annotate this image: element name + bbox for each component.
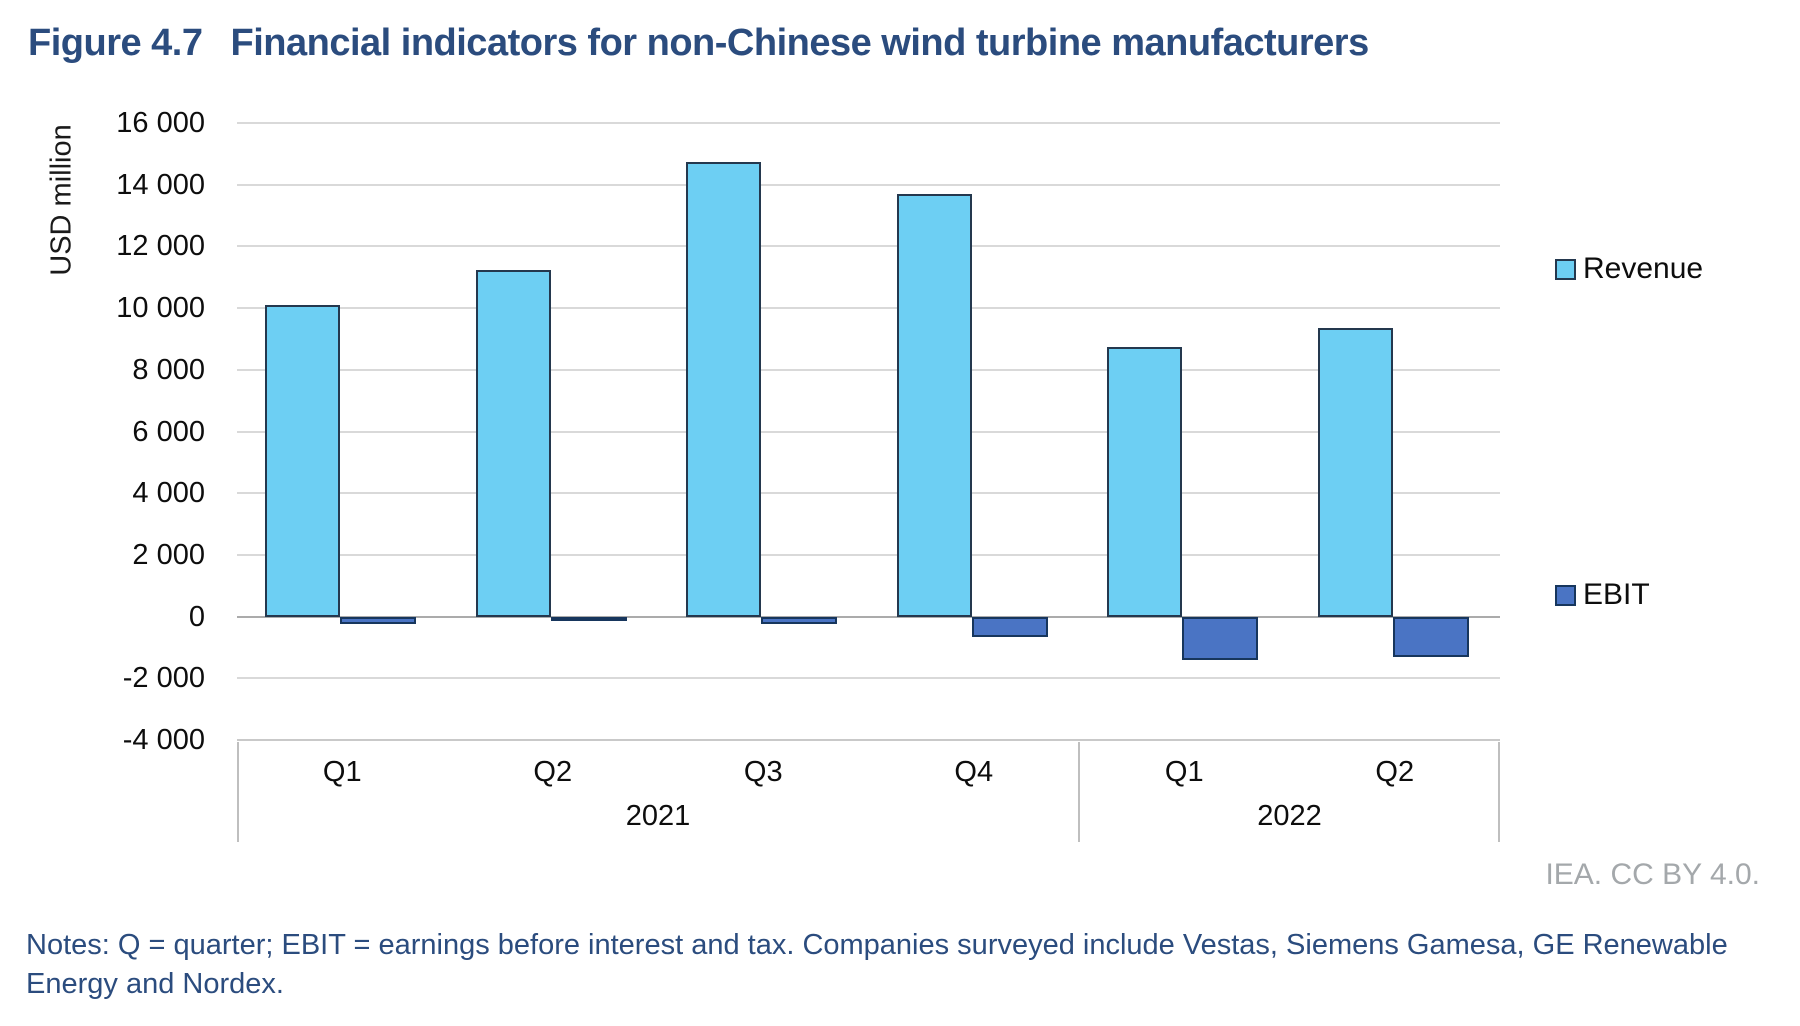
- y-tick-label: 10 000: [116, 292, 205, 325]
- ebit-swatch-icon: [1555, 584, 1576, 606]
- ebit-bar-Q1-0: [340, 616, 416, 625]
- ebit-bar-Q4-3: [971, 616, 1048, 637]
- figure-title: Figure 4.7 Financial indicators for non-C…: [28, 22, 1369, 65]
- revenue-bar-Q2-1: [475, 269, 551, 617]
- x-tick-label: Q2: [1375, 756, 1415, 788]
- legend-item-revenue: Revenue: [1555, 252, 1703, 286]
- zero-gridline: [237, 615, 1500, 618]
- bar-chart: USD million Q1 Q2 Q3 Q4 Q1 Q2 2021 2022 Revenue…: [46, 107, 1703, 844]
- gridline: [237, 430, 1500, 433]
- y-tick-label: 6 000: [132, 415, 205, 448]
- gridline: [237, 183, 1500, 186]
- year-group-label: 2022: [1257, 800, 1322, 832]
- revenue-bar-Q1-0: [265, 305, 340, 617]
- y-tick-label: 14 000: [116, 168, 205, 201]
- gridline: [237, 368, 1500, 371]
- x-axis: Q1 Q2 Q3 Q4 Q1 Q2 2021 2022: [237, 740, 1500, 844]
- ebit-bar-Q1-4: [1182, 616, 1258, 660]
- y-tick-label: 0: [188, 600, 205, 633]
- year-group-label: 2021: [625, 800, 691, 832]
- legend-label-ebit: EBIT: [1583, 578, 1650, 611]
- y-tick-label: 8 000: [132, 353, 205, 386]
- x-tick-label: Q3: [743, 756, 783, 788]
- revenue-bar-Q2-5: [1317, 328, 1393, 617]
- figure-number: Figure 4.7: [28, 22, 203, 64]
- y-tick-label: 12 000: [116, 230, 205, 263]
- y-tick-label: 16 000: [116, 107, 205, 139]
- revenue-bar-Q1-4: [1107, 346, 1182, 617]
- axis-separator: [1078, 742, 1080, 842]
- notes-text: Notes: Q = quarter; EBIT = earnings befo…: [26, 929, 1728, 1001]
- x-tick-label: Q1: [322, 756, 362, 788]
- ebit-bar-Q2-5: [1392, 616, 1469, 657]
- revenue-bar-Q3-2: [686, 161, 761, 617]
- revenue-bar-Q4-3: [896, 193, 972, 617]
- y-tick-label: 2 000: [132, 538, 205, 571]
- x-tick-label: Q2: [533, 756, 573, 788]
- axis-separator: [237, 742, 239, 842]
- ebit-bar-Q2-1: [550, 616, 627, 621]
- gridline: [237, 245, 1500, 248]
- figure-title-text: Financial indicators for non-Chinese win…: [230, 22, 1370, 64]
- legend-label-revenue: Revenue: [1583, 252, 1704, 285]
- gridline: [237, 122, 1500, 124]
- y-tick-label: 4 000: [132, 477, 205, 510]
- gridline: [237, 677, 1500, 680]
- y-tick-label: -2 000: [122, 662, 205, 695]
- x-tick-label: Q1: [1164, 756, 1204, 788]
- revenue-swatch-icon: [1555, 258, 1576, 280]
- y-tick-label: -4 000: [122, 724, 205, 756]
- plot-area: [237, 122, 1500, 741]
- axis-separator: [1498, 742, 1500, 842]
- legend-item-ebit: EBIT: [1555, 578, 1650, 612]
- gridline: [237, 553, 1500, 556]
- license-attribution: IEA. CC BY 4.0.: [1545, 858, 1760, 891]
- gridline: [237, 307, 1500, 310]
- x-tick-label: Q4: [954, 756, 994, 788]
- ebit-bar-Q3-2: [761, 616, 837, 625]
- gridline: [237, 739, 1500, 741]
- gridline: [237, 492, 1500, 495]
